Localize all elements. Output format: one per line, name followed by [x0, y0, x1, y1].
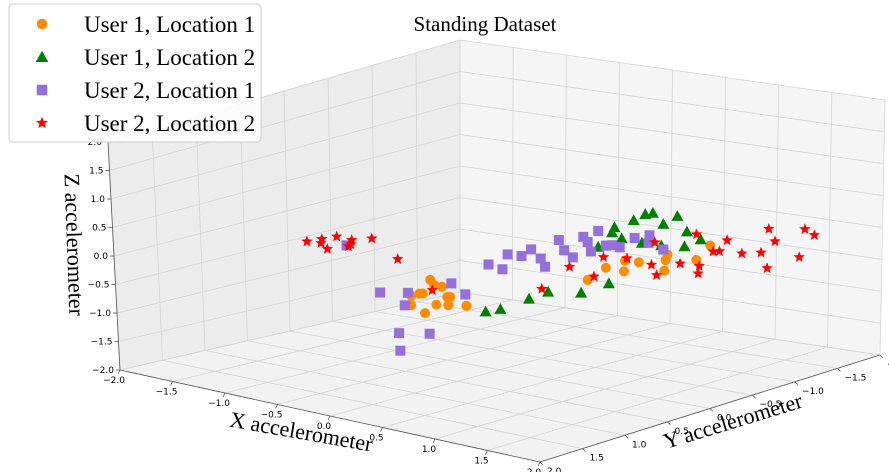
legend-label: User 2, Location 2 [84, 111, 255, 136]
x-tick-label: 1.0 [422, 445, 437, 455]
data-point [607, 240, 617, 250]
x-tick-mark [486, 451, 488, 455]
z-tick-label: −2.0 [92, 366, 114, 376]
y-tick-mark [540, 462, 543, 465]
data-point [568, 252, 578, 262]
chart-title: Standing Dataset [414, 12, 557, 36]
y-tick-mark [668, 422, 671, 425]
y-tick-mark [795, 382, 798, 385]
data-point [645, 230, 655, 240]
z-tick-label: 1.5 [89, 167, 103, 177]
data-point [593, 226, 603, 236]
data-point [601, 263, 611, 273]
y-tick-label: −1.0 [802, 387, 824, 397]
x-tick-label: −2.0 [103, 376, 125, 386]
z-tick-label: −1.0 [89, 309, 111, 319]
data-point [461, 301, 471, 311]
data-point [425, 275, 435, 285]
y-tick-mark [880, 355, 883, 358]
x-tick-mark [433, 439, 435, 443]
data-point [442, 292, 452, 302]
z-tick-label: −1.5 [91, 338, 113, 348]
data-point [559, 245, 569, 255]
data-point [446, 278, 456, 288]
x-tick-label: −1.5 [156, 388, 178, 398]
x-tick-mark [276, 405, 278, 409]
legend-label: User 1, Location 2 [84, 45, 255, 70]
legend-marker [37, 85, 48, 96]
x-tick-mark [328, 416, 330, 420]
data-point [375, 288, 385, 298]
data-point [634, 257, 644, 267]
data-point [460, 289, 470, 299]
data-point [578, 232, 588, 242]
data-point [540, 262, 550, 272]
data-point [431, 300, 441, 310]
data-point [400, 300, 410, 310]
z-tick-label: 1.0 [91, 195, 106, 205]
y-tick-label: 1.5 [590, 454, 604, 464]
x-tick-mark [538, 462, 540, 466]
data-point [418, 288, 428, 298]
y-tick-mark [625, 435, 628, 438]
z-axis-label: Z accelerometer [60, 173, 90, 317]
x-tick-label: 2.0 [527, 468, 542, 472]
y-tick-mark [710, 409, 713, 412]
data-point [554, 235, 564, 245]
data-point [630, 233, 640, 243]
y-tick-label: −1.5 [845, 373, 867, 383]
legend-marker [37, 19, 48, 30]
z-tick-label: 0.0 [94, 252, 109, 262]
y-tick-mark [838, 368, 841, 371]
z-tick-label: −0.5 [88, 281, 110, 291]
data-point [483, 260, 493, 270]
data-point [619, 266, 629, 276]
data-point [503, 249, 513, 259]
legend: User 1, Location 1 User 1, Location 2 User… [9, 4, 261, 142]
legend-label: User 2, Location 1 [84, 78, 255, 103]
x-tick-mark [223, 393, 225, 397]
x-tick-mark [118, 370, 120, 374]
data-point [526, 244, 536, 254]
y-tick-label: 2.0 [547, 467, 562, 472]
x-tick-label: 1.5 [474, 457, 488, 467]
data-point [517, 251, 527, 261]
x-tick-mark [171, 382, 173, 386]
z-tick-label: 0.5 [92, 224, 106, 234]
data-point [658, 245, 668, 255]
data-point [437, 282, 447, 292]
data-point [394, 328, 404, 338]
data-point [661, 255, 671, 265]
data-point [395, 346, 405, 356]
x-tick-label: −1.0 [208, 399, 230, 409]
data-point [586, 246, 596, 256]
data-point [403, 288, 413, 298]
legend-label: User 1, Location 1 [84, 12, 255, 37]
y-tick-mark [583, 449, 586, 452]
y-tick-mark [753, 395, 756, 398]
y-tick-label: 1.0 [632, 440, 647, 450]
x-tick-mark [381, 428, 383, 432]
data-point [425, 329, 435, 339]
data-point [420, 308, 430, 318]
data-point [497, 264, 507, 274]
